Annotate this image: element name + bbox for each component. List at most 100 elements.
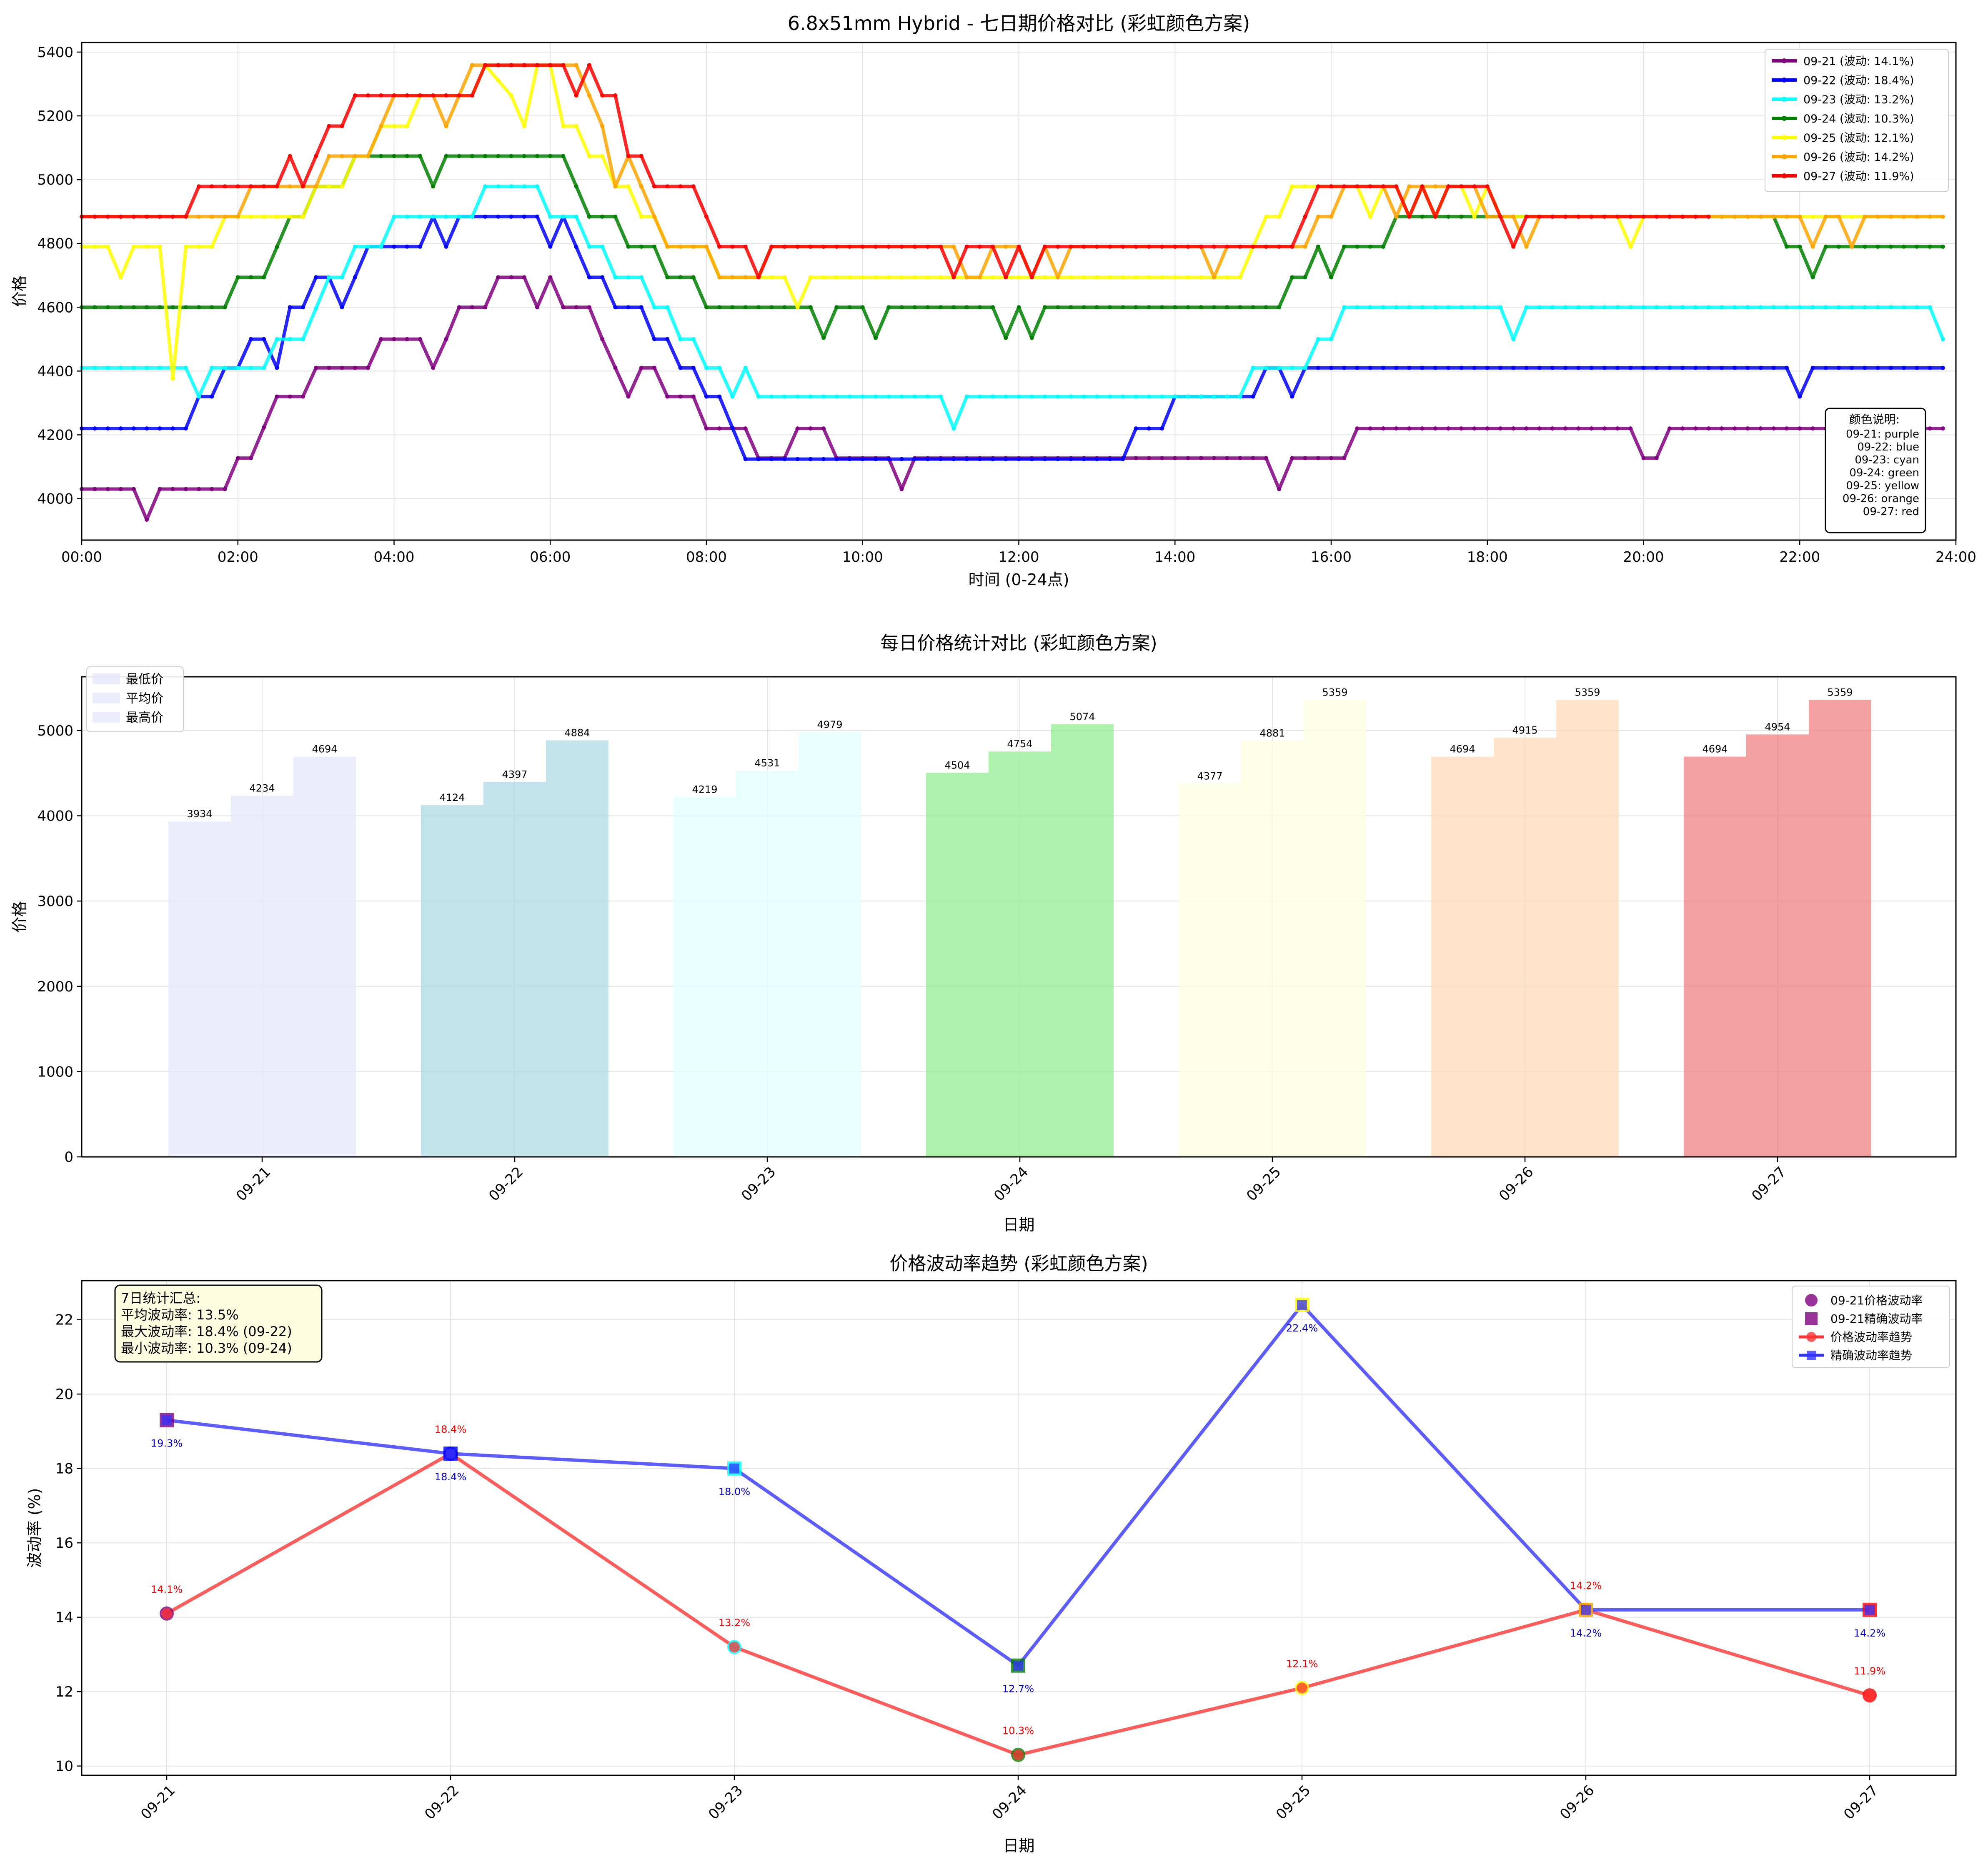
series-marker <box>1004 394 1008 399</box>
series-marker <box>587 214 591 219</box>
series-marker <box>795 394 800 399</box>
series-marker <box>1342 365 1347 370</box>
series-marker <box>717 275 722 280</box>
series-marker <box>1238 244 1242 249</box>
series-marker <box>431 365 436 370</box>
series-marker <box>1433 426 1437 431</box>
series-marker <box>1290 394 1294 399</box>
series-marker <box>1056 394 1060 399</box>
series-marker <box>1186 275 1190 280</box>
series-marker <box>652 337 657 341</box>
series-marker <box>223 184 227 189</box>
bar-value-label: 4694 <box>1450 743 1475 755</box>
series-marker <box>275 337 279 341</box>
x-axis-label: 日期 <box>1003 1216 1034 1234</box>
series-marker <box>1004 275 1008 280</box>
series-marker <box>483 154 488 158</box>
series-marker <box>1056 457 1060 461</box>
series-marker <box>977 394 982 399</box>
series-marker <box>1524 244 1529 249</box>
series-marker <box>912 394 917 399</box>
series-marker <box>1134 426 1138 431</box>
series-marker <box>158 244 162 249</box>
series-marker <box>1641 456 1646 460</box>
series-marker <box>626 305 631 310</box>
series-marker <box>1459 426 1464 431</box>
series-marker <box>470 214 474 219</box>
series-marker <box>1199 305 1203 310</box>
legend-marker <box>1782 154 1787 159</box>
series-marker <box>431 93 436 98</box>
series-marker <box>925 244 930 249</box>
precise-marker <box>1581 1604 1591 1615</box>
series-marker <box>730 275 735 280</box>
x-tick-label: 00:00 <box>61 549 102 566</box>
series-marker <box>1902 365 1906 370</box>
series-marker <box>587 154 591 158</box>
series-marker <box>821 426 826 431</box>
series-marker <box>262 425 266 430</box>
series-marker <box>1277 487 1282 491</box>
series-marker <box>1823 244 1828 249</box>
series-marker <box>118 214 123 219</box>
panel-price-lines: 00:00 02:00 04:00 06:00 08:00 10:00 12:00 14:00… <box>10 12 1976 589</box>
series-marker <box>548 214 553 219</box>
series-marker <box>145 244 149 249</box>
bar-value-label: 4234 <box>249 783 275 794</box>
x-tick-label: 09-27 <box>1840 1782 1881 1823</box>
series-marker <box>1212 456 1216 460</box>
series-marker <box>1277 244 1282 249</box>
series-marker <box>1680 305 1685 310</box>
legend-label: 09-22 (波动: 18.4%) <box>1803 74 1914 87</box>
series-marker <box>652 184 657 189</box>
series-marker <box>756 275 761 280</box>
series-marker <box>743 457 748 461</box>
color-note-line: 09-27: red <box>1863 506 1919 518</box>
series-marker <box>1329 337 1333 341</box>
bar-value-label: 4377 <box>1197 770 1222 782</box>
y-tick-label: 16 <box>55 1535 73 1552</box>
series-marker <box>834 275 839 280</box>
legend-marker <box>1782 173 1787 178</box>
series-marker <box>1303 214 1307 219</box>
bar <box>1494 738 1556 1157</box>
y-tick-label: 12 <box>55 1684 73 1700</box>
series-marker <box>353 275 357 280</box>
series-marker <box>939 305 943 310</box>
series-marker <box>327 124 331 128</box>
series-marker <box>1810 365 1815 370</box>
series-marker <box>1875 244 1880 249</box>
series-marker <box>105 487 110 491</box>
bar <box>1431 756 1494 1157</box>
series-marker <box>1758 214 1763 219</box>
series-marker <box>1875 305 1880 310</box>
series-marker <box>886 275 891 280</box>
series-marker <box>1225 244 1229 249</box>
y-tick-label: 5000 <box>37 723 73 739</box>
series-marker <box>275 365 279 370</box>
series-marker <box>496 214 501 219</box>
series-marker <box>1485 305 1490 310</box>
series-marker <box>912 275 917 280</box>
bar <box>1179 783 1241 1157</box>
summary-line: 7日统计汇总: <box>121 1290 200 1306</box>
series-marker <box>1563 305 1568 310</box>
series-marker <box>1446 426 1451 431</box>
bar <box>1746 734 1809 1157</box>
series-marker <box>1094 244 1099 249</box>
series-marker <box>678 244 683 249</box>
price-data-label: 14.2% <box>1570 1580 1602 1592</box>
series-marker <box>639 275 643 280</box>
series-marker <box>1589 365 1594 370</box>
x-axis-label: 时间 (0-24点) <box>969 571 1069 589</box>
series-marker <box>1082 394 1086 399</box>
series-marker <box>587 305 591 310</box>
series-marker <box>210 365 214 370</box>
series-marker <box>1785 244 1789 249</box>
series-marker <box>1733 365 1737 370</box>
series-marker <box>1771 214 1776 219</box>
series-marker <box>1680 214 1685 219</box>
series-marker <box>847 457 852 461</box>
series-marker <box>1654 456 1659 460</box>
